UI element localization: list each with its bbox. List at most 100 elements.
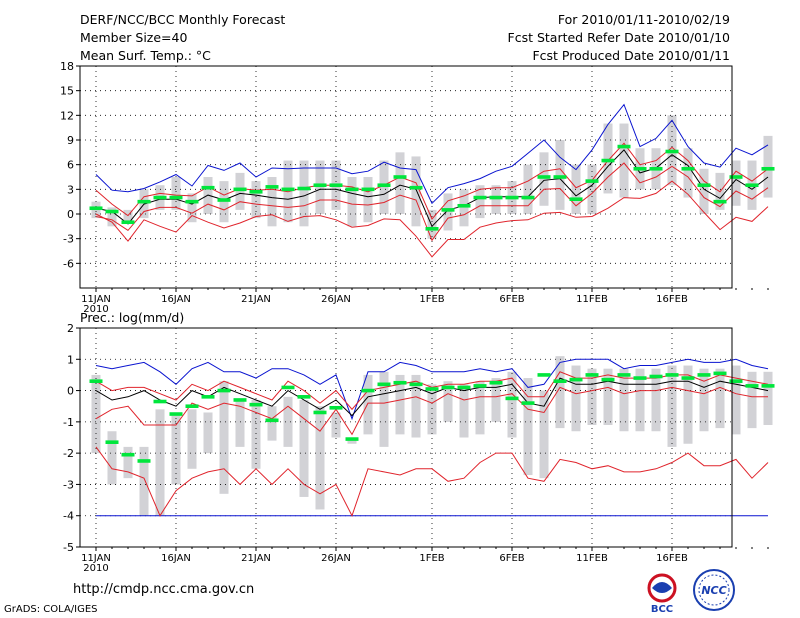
median-marker — [153, 399, 167, 404]
median-marker — [121, 452, 135, 457]
footer-url[interactable]: http://cmdp.ncc.cma.gov.cn — [73, 582, 255, 597]
median-marker — [569, 377, 583, 382]
median-marker — [217, 198, 231, 202]
forecast-produced-date: Fcst Produced Date 2010/01/11 — [532, 48, 730, 63]
box — [523, 164, 533, 214]
x-tick-label: 6FEB — [499, 553, 524, 564]
median-marker — [585, 179, 599, 183]
median-marker — [473, 384, 487, 388]
median-marker — [249, 190, 263, 194]
median-marker — [425, 387, 439, 391]
median-marker — [537, 175, 551, 179]
median-marker — [505, 195, 519, 200]
box — [459, 384, 469, 438]
median-marker — [297, 186, 311, 191]
median-marker — [297, 395, 311, 399]
box — [363, 374, 373, 435]
median-marker — [89, 379, 103, 383]
x-tick-label: 11FEB — [576, 553, 608, 564]
median-marker — [569, 197, 583, 201]
plot-frame — [79, 65, 733, 289]
member-size: Member Size=40 — [80, 30, 188, 45]
box — [251, 181, 261, 219]
y-tick-label: -2 — [63, 447, 74, 460]
box — [763, 135, 773, 198]
box — [315, 406, 325, 510]
box — [379, 371, 389, 447]
median-marker — [697, 183, 711, 188]
median-marker — [105, 209, 119, 214]
box — [571, 365, 581, 432]
box — [443, 193, 453, 231]
box — [603, 368, 613, 425]
box — [283, 396, 293, 447]
median-marker — [313, 183, 327, 188]
median-marker — [377, 382, 391, 387]
forecast-start-date: Fcst Started Refer Date 2010/01/10 — [507, 30, 731, 45]
box — [171, 415, 181, 485]
median-marker — [537, 373, 551, 377]
box — [315, 160, 325, 214]
ncc-logo: NCC — [693, 569, 735, 611]
median-marker — [585, 373, 599, 377]
box — [587, 164, 597, 214]
box — [219, 381, 229, 494]
box — [171, 177, 181, 210]
median-marker — [761, 166, 775, 171]
median-marker — [233, 398, 247, 402]
inner-lower-line — [95, 162, 769, 242]
y-tick-label: 0 — [67, 208, 74, 221]
box — [731, 160, 741, 206]
box — [635, 368, 645, 432]
x-tick-label: 26JAN — [321, 294, 351, 305]
box — [763, 371, 773, 425]
box — [539, 390, 549, 479]
box — [91, 374, 101, 454]
box — [267, 177, 277, 227]
ncc-logo-text: NCC — [701, 584, 726, 597]
box — [139, 446, 149, 516]
box — [299, 160, 309, 227]
median-marker — [521, 195, 535, 200]
box — [235, 172, 245, 210]
median-marker — [473, 195, 487, 200]
median-marker — [617, 373, 631, 377]
median-marker — [169, 195, 183, 200]
median-marker — [409, 185, 423, 190]
box — [587, 368, 597, 425]
x-tick-label: 16JAN — [161, 294, 191, 305]
bcc-logo-text: BCC — [651, 604, 673, 615]
box — [123, 446, 133, 479]
median-marker — [489, 380, 503, 385]
median-marker — [553, 175, 567, 179]
y-tick-label: 1 — [67, 353, 74, 366]
x-tick-label: 26JAN — [321, 553, 351, 564]
median-marker — [185, 199, 199, 204]
median-marker — [553, 379, 567, 383]
median-marker — [697, 373, 711, 377]
x-tick-label: 16JAN — [161, 553, 191, 564]
box — [331, 412, 341, 438]
x-tick-year: 2010 — [83, 304, 108, 315]
grads-credit: GrADS: COLA/IGES — [4, 604, 98, 615]
median-marker — [345, 437, 359, 441]
box — [443, 381, 453, 422]
x-tick-label: 21JAN — [241, 294, 271, 305]
median-marker — [361, 187, 375, 192]
median-marker — [409, 382, 423, 387]
logos: BCC NCC — [647, 569, 735, 615]
median-marker — [425, 227, 439, 231]
y-tick-label: -3 — [63, 478, 74, 491]
box — [651, 368, 661, 432]
y-tick-label: -6 — [63, 257, 74, 270]
box — [251, 399, 261, 469]
box — [699, 368, 709, 432]
median-marker — [489, 195, 503, 200]
y-tick-label: -3 — [63, 233, 74, 246]
box — [427, 384, 437, 435]
median-marker — [217, 388, 231, 393]
outer-upper-line — [95, 358, 769, 421]
box — [107, 207, 117, 227]
median-marker — [601, 377, 615, 382]
